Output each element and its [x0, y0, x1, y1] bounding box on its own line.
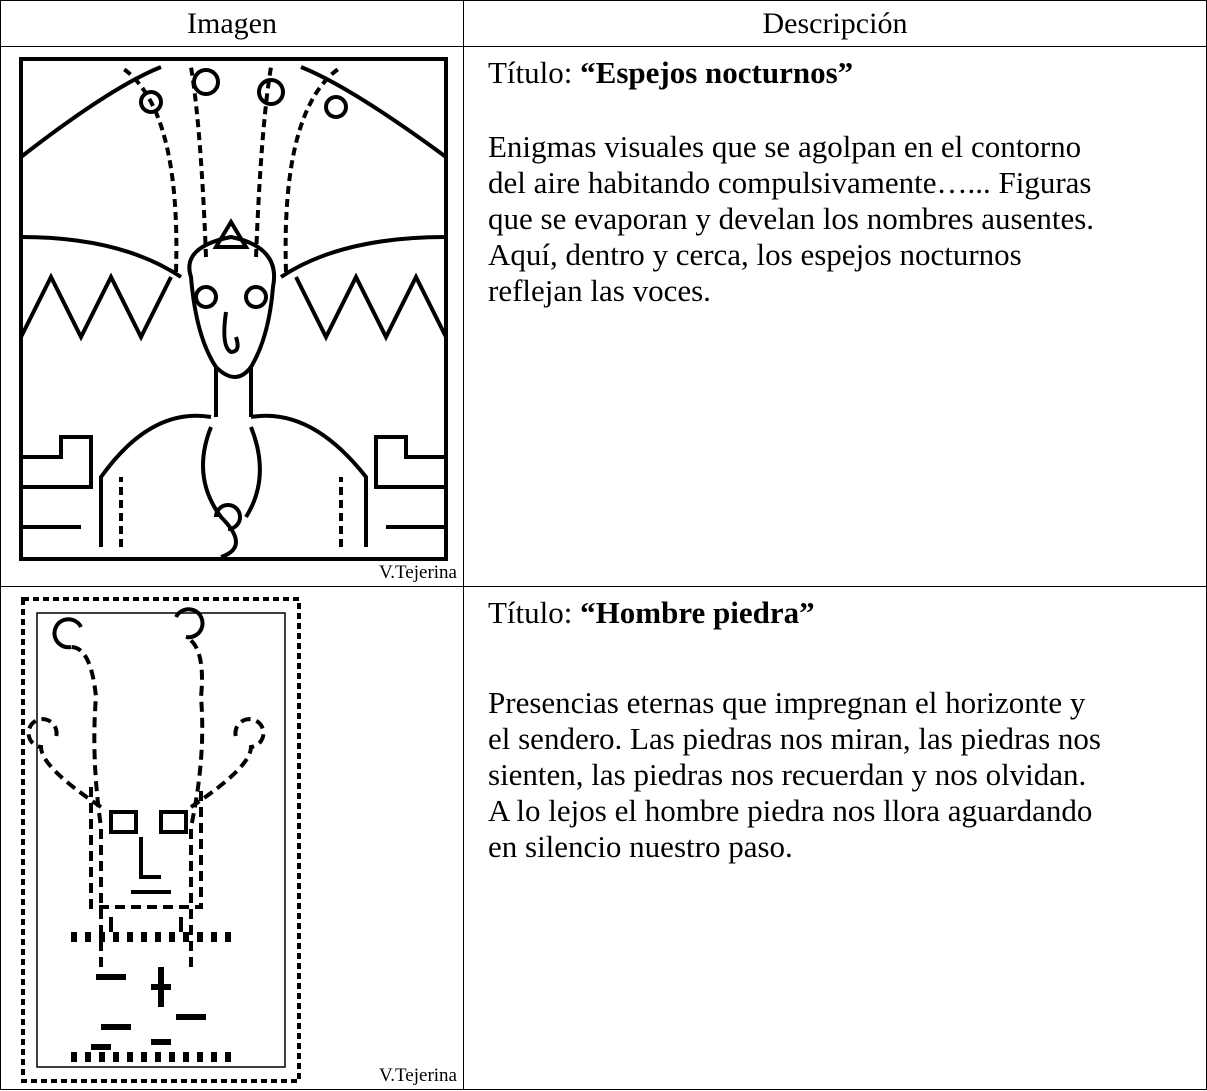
- description-line: Aquí, dentro y cerca, los espejos noctur…: [488, 237, 1022, 272]
- title-line: Título: “Hombre piedra”: [488, 595, 1206, 631]
- description-cell: Título: “Espejos nocturnos” Enigmas visu…: [463, 46, 1207, 587]
- image-cell: V.Tejerina: [0, 46, 464, 587]
- description-line: sienten, las piedras nos recuerdan y nos…: [488, 757, 1087, 792]
- title: “Espejos nocturnos”: [580, 55, 854, 90]
- header-row: Imagen Descripción: [0, 0, 1207, 47]
- description-line: el sendero. Las piedras nos miran, las p…: [488, 721, 1101, 756]
- title-label: Título:: [488, 595, 573, 630]
- description-line: A lo lejos el hombre piedra nos llora ag…: [488, 793, 1093, 828]
- image-credit: V.Tejerina: [379, 562, 457, 583]
- illustration: [19, 57, 448, 561]
- title-line: Título: “Espejos nocturnos”: [488, 55, 1206, 91]
- description-line: reflejan las voces.: [488, 273, 711, 308]
- description-cell: Título: “Hombre piedra” Presencias etern…: [463, 586, 1207, 1090]
- description: Título: “Espejos nocturnos” Enigmas visu…: [464, 47, 1206, 309]
- description-line: del aire habitando compulsivamente…... F…: [488, 165, 1092, 200]
- description-line: Presencias eternas que impregnan el hori…: [488, 685, 1086, 720]
- description: Título: “Hombre piedra” Presencias etern…: [464, 587, 1206, 865]
- header-cell: Imagen: [0, 0, 464, 47]
- row: V.Tejerina Título: “Hombre piedra” Prese…: [0, 586, 1207, 1090]
- image-credit: V.Tejerina: [379, 1065, 457, 1086]
- description-line: en silencio nuestro paso.: [488, 829, 793, 864]
- illustration: [21, 597, 301, 1083]
- title-label: Título:: [488, 55, 573, 90]
- title: “Hombre piedra”: [580, 595, 815, 630]
- image-cell: V.Tejerina: [0, 586, 464, 1090]
- header-cell: Descripción: [463, 0, 1207, 47]
- description-line: Enigmas visuales que se agolpan en el co…: [488, 129, 1082, 164]
- description-text: Enigmas visuales que se agolpan en el co…: [488, 129, 1206, 309]
- description-text: Presencias eternas que impregnan el hori…: [488, 685, 1206, 865]
- description-line: que se evaporan y develan los nombres au…: [488, 201, 1095, 236]
- row: V.Tejerina Título: “Espejos nocturnos” E…: [0, 46, 1207, 587]
